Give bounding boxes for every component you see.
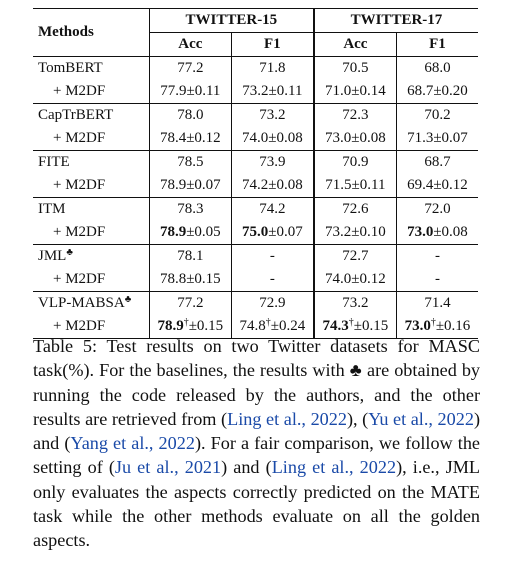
cell-t17-f1: - xyxy=(395,268,478,292)
cell-t15-f1: - xyxy=(230,268,314,292)
cell-t15-acc: 78.4±0.12 xyxy=(148,127,232,151)
cell-t17-f1: 68.7 xyxy=(395,150,478,174)
cell-t15-f1: 73.2 xyxy=(230,103,314,127)
cell-t15-f1: 74.8†±0.24 xyxy=(230,315,314,339)
cell-t17-acc: 72.6 xyxy=(312,197,397,221)
method-name: CapTrBERT xyxy=(33,103,150,127)
cell-t17-f1: 69.4±0.12 xyxy=(395,174,478,198)
method-name: + M2DF xyxy=(53,177,106,193)
citation-link[interactable]: Yu et al., 2022 xyxy=(368,408,474,429)
cell-t17-f1: 72.0 xyxy=(395,197,478,221)
cell-t17-acc: 73.0±0.08 xyxy=(312,127,397,151)
club-marker: ♣ xyxy=(124,294,132,305)
cell-t15-f1: 72.9 xyxy=(230,291,314,315)
cell-t15-acc: 78.1 xyxy=(148,244,232,268)
method-name: ITM xyxy=(33,197,150,221)
method-name: JML♣ xyxy=(33,244,150,268)
dagger-marker: † xyxy=(183,317,189,328)
cell-t15-acc: 77.2 xyxy=(148,56,232,80)
cell-t17-acc: 70.5 xyxy=(312,56,397,80)
method-name: + M2DF xyxy=(53,83,106,99)
results-table: Methods TWITTER-15 TWITTER-17 Acc F1 Acc… xyxy=(33,8,478,339)
t17-acc-header: Acc xyxy=(312,32,397,57)
cell-t17-f1: 70.2 xyxy=(395,103,478,127)
cell-t15-acc: 78.8±0.15 xyxy=(148,268,232,292)
cell-t17-f1: - xyxy=(395,244,478,268)
club-symbol: ♣ xyxy=(349,360,363,381)
club-marker: ♣ xyxy=(66,247,73,258)
table-row: + M2DF 78.9†±0.15 74.8†±0.24 74.3†±0.15 … xyxy=(33,315,478,339)
t17-f1-header: F1 xyxy=(395,32,478,57)
cell-t15-acc: 77.9±0.11 xyxy=(148,80,232,104)
cell-t15-acc: 77.2 xyxy=(148,291,232,315)
cell-t15-acc: 78.0 xyxy=(148,103,232,127)
cell-t15-f1: 73.9 xyxy=(230,150,314,174)
twitter15-header: TWITTER-15 xyxy=(148,8,314,33)
cell-t17-acc: 70.9 xyxy=(312,150,397,174)
dagger-marker: † xyxy=(430,317,436,328)
dagger-marker: † xyxy=(348,317,354,328)
table-row: + M2DF 77.9±0.11 73.2±0.11 71.0±0.14 68.… xyxy=(33,80,478,104)
cell-t17-acc: 71.0±0.14 xyxy=(312,80,397,104)
cell-t15-f1: 74.2 xyxy=(230,197,314,221)
table-row: + M2DF 78.9±0.07 74.2±0.08 71.5±0.11 69.… xyxy=(33,174,478,198)
method-name: VLP-MABSA♣ xyxy=(33,291,150,315)
cell-t17-f1: 73.0†±0.16 xyxy=(395,315,478,339)
cell-t17-acc: 73.2±0.10 xyxy=(312,221,397,245)
citation-link[interactable]: Ju et al., 2021 xyxy=(114,457,222,478)
cell-t15-acc: 78.5 xyxy=(148,150,232,174)
header-row-2: Acc F1 Acc F1 xyxy=(33,32,478,57)
table-row: CapTrBERT 78.0 73.2 72.3 70.2 xyxy=(33,103,478,127)
cell-t17-acc: 71.5±0.11 xyxy=(312,174,397,198)
table-row: JML♣ 78.1 - 72.7 - xyxy=(33,244,478,268)
table-row: + M2DF 78.8±0.15 - 74.0±0.12 - xyxy=(33,268,478,292)
methods-header: Methods xyxy=(33,8,150,57)
method-name: FITE xyxy=(33,150,150,174)
t15-acc-header: Acc xyxy=(148,32,232,57)
table-row: VLP-MABSA♣ 77.2 72.9 73.2 71.4 xyxy=(33,291,478,315)
cell-t15-acc: 78.9†±0.15 xyxy=(148,315,232,339)
table-row: FITE 78.5 73.9 70.9 68.7 xyxy=(33,150,478,174)
method-name: + M2DF xyxy=(33,315,150,339)
cell-t17-f1: 71.3±0.07 xyxy=(395,127,478,151)
cell-t17-acc: 73.2 xyxy=(312,291,397,315)
cell-t15-acc: 78.3 xyxy=(148,197,232,221)
method-name: TomBERT xyxy=(38,60,103,76)
cell-t17-f1: 68.7±0.20 xyxy=(395,80,478,104)
header-row-1: Methods TWITTER-15 TWITTER-17 xyxy=(33,8,478,57)
citation-link[interactable]: Ling et al., 2022 xyxy=(227,408,347,429)
citation-link[interactable]: Ling et al., 2022 xyxy=(271,457,397,478)
table-row: TomBERT 77.2 71.8 70.5 68.0 xyxy=(33,56,478,80)
cell-t17-acc: 74.0±0.12 xyxy=(312,268,397,292)
method-name: + M2DF xyxy=(53,130,106,146)
cell-t17-f1: 71.4 xyxy=(395,291,478,315)
table-row: + M2DF 78.9±0.05 75.0±0.07 73.2±0.10 73.… xyxy=(33,221,478,245)
t15-f1-header: F1 xyxy=(230,32,314,57)
cell-t15-f1: 73.2±0.11 xyxy=(230,80,314,104)
cell-t15-f1: 74.0±0.08 xyxy=(230,127,314,151)
table-row: ITM 78.3 74.2 72.6 72.0 xyxy=(33,197,478,221)
cell-t15-acc: 78.9±0.07 xyxy=(148,174,232,198)
cell-t15-acc: 78.9±0.05 xyxy=(148,221,232,245)
citation-link[interactable]: Yang et al., 2022 xyxy=(70,433,195,454)
method-name: + M2DF xyxy=(53,271,106,287)
cell-t15-f1: 75.0±0.07 xyxy=(230,221,314,245)
cell-t15-f1: - xyxy=(230,244,314,268)
cell-t15-f1: 74.2±0.08 xyxy=(230,174,314,198)
cell-t17-acc: 72.7 xyxy=(312,244,397,268)
twitter17-header: TWITTER-17 xyxy=(312,8,478,33)
cell-t17-acc: 72.3 xyxy=(312,103,397,127)
method-name: + M2DF xyxy=(53,224,106,240)
cell-t17-f1: 73.0±0.08 xyxy=(395,221,478,245)
cell-t17-acc: 74.3†±0.15 xyxy=(312,315,397,339)
table-caption: Table 5: Test results on two Twitter dat… xyxy=(33,336,481,551)
cell-t17-f1: 68.0 xyxy=(395,56,478,80)
table-row: + M2DF 78.4±0.12 74.0±0.08 73.0±0.08 71.… xyxy=(33,127,478,151)
cell-t15-f1: 71.8 xyxy=(230,56,314,80)
dagger-marker: † xyxy=(265,317,271,328)
